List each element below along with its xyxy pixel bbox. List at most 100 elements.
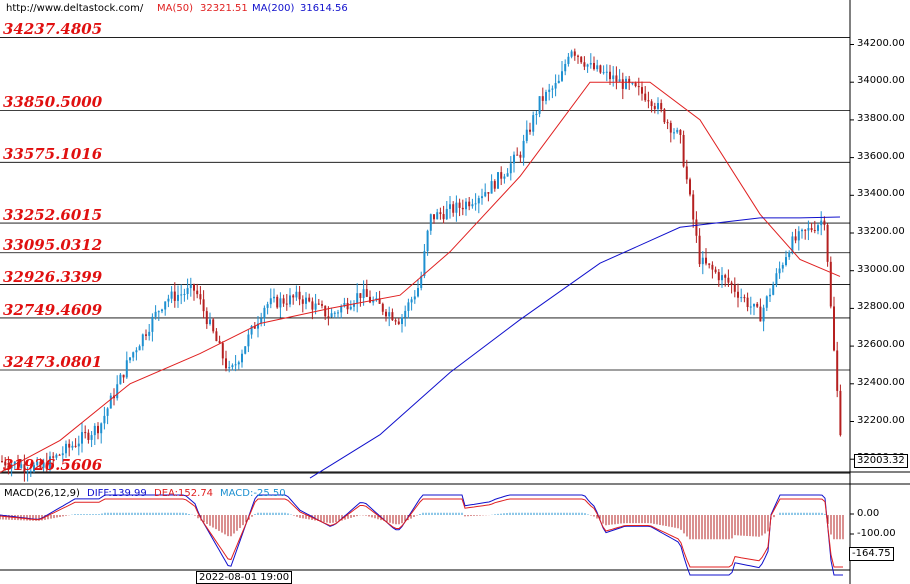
candle-body: [685, 166, 688, 180]
candle-body: [708, 263, 711, 265]
candle-body: [487, 192, 490, 194]
candle-body: [717, 272, 720, 281]
candle-body: [199, 294, 202, 300]
candle-body: [100, 423, 103, 434]
candle-body: [346, 302, 349, 310]
candle-body: [20, 464, 23, 468]
candle-body: [660, 103, 663, 110]
candle-body: [81, 432, 83, 444]
candle-body: [679, 129, 682, 135]
candle-body: [103, 415, 106, 424]
axis-ticks: [850, 44, 854, 460]
candle-body: [516, 154, 519, 156]
candle-body: [397, 321, 400, 325]
candle-body: [145, 334, 147, 336]
candle-body: [365, 289, 368, 297]
candle-body: [740, 297, 743, 299]
candle-body: [279, 298, 282, 308]
candle-body: [468, 201, 471, 207]
candle-body: [180, 294, 183, 296]
candle-body: [151, 316, 154, 332]
level-label: 33575.1016: [3, 145, 103, 164]
candle-body: [545, 91, 547, 101]
candle-body: [202, 299, 205, 312]
candle-body: [388, 312, 391, 317]
candle-body: [609, 71, 611, 80]
candle-body: [596, 65, 599, 70]
candle-body: [778, 268, 781, 274]
candle-body: [106, 408, 109, 416]
candle-body: [17, 461, 19, 468]
candle-body: [810, 228, 813, 231]
candle-body: [138, 346, 141, 351]
candle-body: [695, 219, 698, 236]
ma50-line: [0, 81, 841, 473]
candle-body: [455, 202, 458, 213]
candle-body: [756, 303, 759, 307]
candle-body: [42, 462, 45, 468]
macd-current-badge: -164.75: [849, 547, 894, 561]
candle-body: [625, 78, 627, 89]
candle-body: [631, 82, 634, 84]
candle-body: [743, 297, 746, 299]
candle-body: [529, 129, 531, 132]
candle-body: [58, 454, 61, 456]
candle-body: [541, 96, 544, 101]
candle-body: [247, 334, 250, 347]
date-label: 2022-08-01 19:00: [196, 571, 293, 584]
candle-body: [701, 257, 704, 265]
candle-body: [666, 122, 669, 124]
candle-body: [442, 214, 445, 220]
candle-body: [612, 75, 615, 80]
candle-body: [164, 301, 167, 310]
candle-body: [589, 63, 592, 65]
candle-body: [420, 276, 423, 288]
candle-body: [196, 290, 199, 295]
level-label: 33095.0312: [3, 235, 103, 254]
candle-body: [797, 231, 800, 241]
candle-body: [77, 443, 80, 447]
price-tick-label: 32200.00: [857, 414, 905, 426]
macd-dea-line: [0, 498, 843, 568]
candle-body: [641, 87, 643, 94]
candle-body: [823, 220, 826, 225]
candle-body: [212, 319, 215, 332]
price-tick-label: 33400.00: [857, 188, 905, 200]
level-label: 33252.6015: [3, 206, 103, 225]
candle-body: [244, 346, 247, 354]
candle-body: [161, 309, 163, 312]
candle-body: [503, 176, 506, 179]
candle-body: [765, 296, 768, 308]
candle-body: [759, 306, 762, 322]
candle-body: [116, 384, 119, 399]
candle-body: [813, 230, 816, 232]
candle-body: [500, 172, 503, 179]
candle-body: [788, 252, 791, 258]
candle-body: [698, 235, 701, 265]
macd-panel-plot: [0, 494, 854, 576]
candle-body: [513, 154, 515, 164]
candle-body: [218, 341, 221, 344]
candle-body: [621, 79, 624, 89]
candle-body: [753, 303, 755, 307]
candle-body: [317, 303, 320, 305]
candle-body: [295, 291, 298, 298]
candle-body: [554, 83, 557, 89]
candle-body: [74, 445, 77, 447]
candle-body: [170, 291, 173, 299]
candle-body: [260, 318, 263, 324]
candle-body: [583, 62, 586, 67]
candle-body: [122, 374, 125, 378]
candle-body: [257, 323, 259, 329]
candle-body: [519, 154, 522, 158]
candle-body: [231, 365, 234, 368]
candle-body: [714, 269, 717, 273]
candle-body: [474, 203, 477, 205]
ma50-label: MA(50): [157, 3, 193, 14]
candle-body: [644, 93, 647, 101]
candle-body: [269, 298, 272, 305]
candle-body: [7, 465, 10, 469]
candle-body: [653, 106, 656, 109]
candle-body: [557, 80, 560, 84]
candle-body: [423, 251, 426, 277]
